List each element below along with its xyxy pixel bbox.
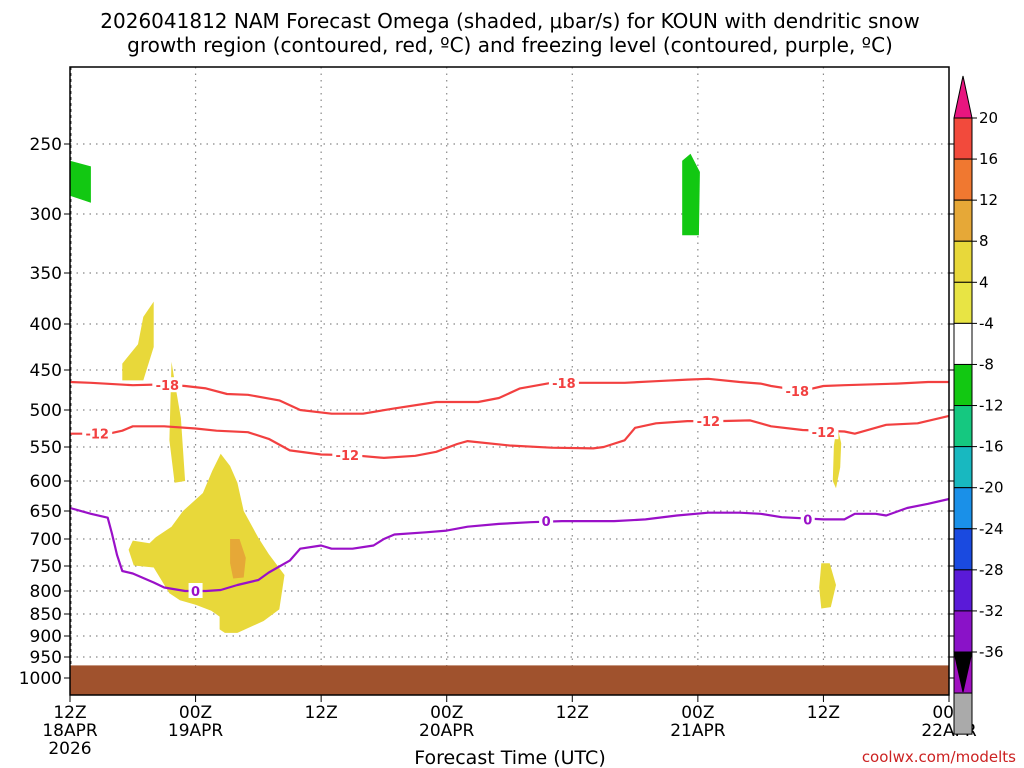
chart-title-line-2: growth region (contoured, red, ºC) and f… — [127, 33, 893, 57]
x-tick-label: 20APR — [419, 721, 475, 741]
colorbar-swatch — [953, 446, 973, 489]
contour-label: -12 — [812, 426, 836, 441]
y-tick-label: 850 — [30, 605, 62, 625]
contour-label: -18 — [786, 385, 810, 400]
colorbar-label: -16 — [979, 438, 1004, 456]
y-tick-label: 250 — [30, 135, 62, 155]
contour-label-bg — [539, 513, 554, 529]
y-tick-label: 500 — [30, 401, 62, 421]
contour-label-bg — [800, 511, 815, 527]
contour-label-bg — [808, 424, 839, 440]
y-tick-label: 900 — [30, 627, 62, 647]
colorbar-swatch — [953, 199, 973, 242]
contour-label: -12 — [697, 415, 721, 430]
y-tick-label: 950 — [30, 648, 62, 668]
colorbar-swatch — [953, 281, 973, 324]
y-tick-label: 550 — [30, 438, 62, 458]
colorbar-label: -24 — [979, 520, 1004, 538]
colorbar-label: -28 — [979, 561, 1004, 579]
credit-text: coolwx.com/modelts — [862, 748, 1016, 766]
ground-layer — [70, 665, 949, 695]
contour-label-bg — [82, 425, 113, 441]
colorbar-swatch — [953, 405, 973, 448]
x-tick-label: 18APR — [42, 721, 98, 741]
colorbar-swatch — [953, 569, 973, 612]
contour-label: -12 — [85, 428, 109, 443]
contour-label-bg — [152, 377, 183, 393]
colorbar-swatch — [953, 240, 973, 283]
colorbar: 20 16 12 8 4 -4 -8 -12 -16 -20 -24 -28 -32 -36 — [953, 75, 1004, 735]
plot-area: -18 -18 -18 -12 -12 -12 -12 0 0 0 — [69, 66, 950, 696]
x-tick-label: 00Z — [179, 703, 212, 723]
omega-region-5 — [230, 539, 246, 579]
contour-lines: -18 -18 -18 -12 -12 -12 -12 0 0 0 — [69, 374, 950, 600]
colorbar-label: 12 — [979, 191, 998, 209]
colorbar-label: -8 — [979, 355, 994, 373]
omega-region-7 — [819, 563, 836, 609]
omega-region-2 — [122, 301, 154, 381]
colorbar-top-arrow — [953, 75, 973, 119]
contour-label-bg — [332, 447, 363, 463]
y-tick-label: 1000 — [19, 669, 62, 689]
y-axis-ticks: 2503003504004505005506006507007508008509… — [19, 135, 955, 689]
x-tick-label: 12Z — [53, 703, 86, 723]
colorbar-label: -32 — [979, 602, 1004, 620]
contour-label-bg — [693, 413, 724, 429]
x-axis-label: Forecast Time (UTC) — [414, 747, 605, 768]
contour-label: 0 — [191, 585, 200, 600]
omega-region-0 — [70, 160, 91, 203]
x-tick-label: 12Z — [305, 703, 338, 723]
y-tick-label: 400 — [30, 315, 62, 335]
colorbar-label: 16 — [979, 150, 998, 168]
colorbar-label: -36 — [979, 643, 1004, 661]
contour-label-bg — [548, 374, 579, 390]
y-tick-label: 450 — [30, 361, 62, 381]
contour-label-bg — [782, 382, 813, 398]
x-tick-label: 12Z — [807, 703, 840, 723]
colorbar-label: 4 — [979, 273, 989, 291]
y-tick-label: 300 — [30, 205, 62, 225]
colorbar-swatch — [953, 610, 973, 653]
contour-label: 0 — [542, 515, 551, 530]
colorbar-label: 20 — [979, 109, 998, 127]
colorbar-swatch — [953, 363, 973, 407]
contour-label: -18 — [552, 377, 576, 392]
x-tick-label: 2026 — [48, 739, 91, 759]
x-tick-label: 12Z — [556, 703, 589, 723]
y-tick-label: 700 — [30, 530, 62, 550]
contour-label: 0 — [803, 513, 812, 528]
y-tick-label: 350 — [30, 264, 62, 284]
x-tick-label: 00Z — [681, 703, 714, 723]
y-tick-label: 800 — [30, 582, 62, 602]
colorbar-swatch — [953, 117, 973, 160]
x-tick-label: 21APR — [670, 721, 726, 741]
colorbar-swatch — [953, 487, 973, 530]
colorbar-swatch — [953, 528, 973, 571]
colorbar-swatch — [953, 692, 973, 735]
chart-title-line-1: 2026041812 NAM Forecast Omega (shaded, μ… — [100, 9, 919, 33]
colorbar-label: 8 — [979, 232, 989, 250]
y-tick-label: 650 — [30, 502, 62, 522]
colorbar-bottom-arrow — [953, 651, 973, 693]
y-tick-label: 600 — [30, 472, 62, 492]
colorbar-swatch — [953, 158, 973, 201]
x-tick-label: 19APR — [168, 721, 224, 741]
colorbar-label: -12 — [979, 397, 1004, 415]
colorbar-label: -4 — [979, 314, 994, 332]
omega-region-1 — [682, 153, 700, 236]
y-tick-label: 750 — [30, 557, 62, 577]
contour-label: -18 — [156, 379, 180, 394]
ground-terrain — [70, 665, 949, 695]
contour-line-1 — [70, 414, 950, 459]
colorbar-swatch — [953, 322, 973, 365]
omega-region-6 — [832, 424, 842, 489]
x-tick-label: 00Z — [430, 703, 463, 723]
contour-label: -12 — [336, 449, 360, 464]
colorbar-label: -20 — [979, 479, 1004, 497]
plot-frame — [69, 66, 950, 696]
contour-label-bg — [188, 583, 203, 598]
